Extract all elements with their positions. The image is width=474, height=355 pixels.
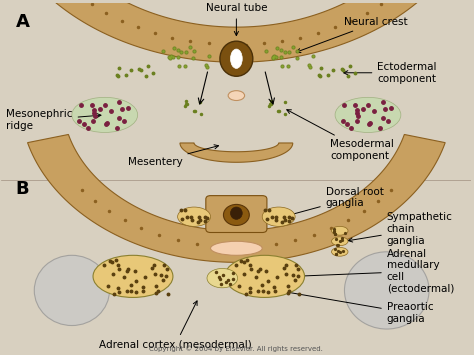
Text: Mesonephric
ridge: Mesonephric ridge [6,109,101,131]
Text: Dorsal root
ganglia: Dorsal root ganglia [287,187,383,217]
Text: Ectodermal
component: Ectodermal component [344,62,437,83]
Text: B: B [16,180,29,198]
Text: Adrenal
medullary
cell
(ectodermal): Adrenal medullary cell (ectodermal) [297,249,454,294]
Ellipse shape [93,255,173,297]
Ellipse shape [220,41,253,76]
Ellipse shape [331,247,348,256]
Ellipse shape [210,241,262,255]
Text: Sympathetic
chain
ganglia: Sympathetic chain ganglia [348,212,453,246]
Text: Neural crest: Neural crest [296,17,408,53]
Ellipse shape [223,204,249,225]
Ellipse shape [178,207,210,226]
Ellipse shape [72,97,137,132]
Polygon shape [27,135,445,262]
Ellipse shape [207,268,237,288]
Ellipse shape [230,49,242,69]
Text: Copyright © 2004 by Elsevier. All rights reserved.: Copyright © 2004 by Elsevier. All rights… [149,345,323,352]
Ellipse shape [331,237,348,246]
Text: Adrenal cortex (mesodermal): Adrenal cortex (mesodermal) [99,301,252,350]
Ellipse shape [262,207,295,226]
Ellipse shape [335,97,401,132]
Ellipse shape [345,252,429,329]
Ellipse shape [230,207,242,219]
Polygon shape [180,143,293,162]
Ellipse shape [225,255,304,297]
Ellipse shape [228,91,245,100]
Polygon shape [7,0,466,62]
Text: A: A [16,13,29,31]
Text: Preaortic
ganglia: Preaortic ganglia [240,283,433,324]
Text: Mesentery: Mesentery [128,145,219,167]
Text: Neural tube: Neural tube [206,3,267,36]
FancyBboxPatch shape [206,196,267,233]
Text: Mesodermal
component: Mesodermal component [287,110,394,161]
Ellipse shape [34,255,109,326]
Ellipse shape [331,226,348,235]
